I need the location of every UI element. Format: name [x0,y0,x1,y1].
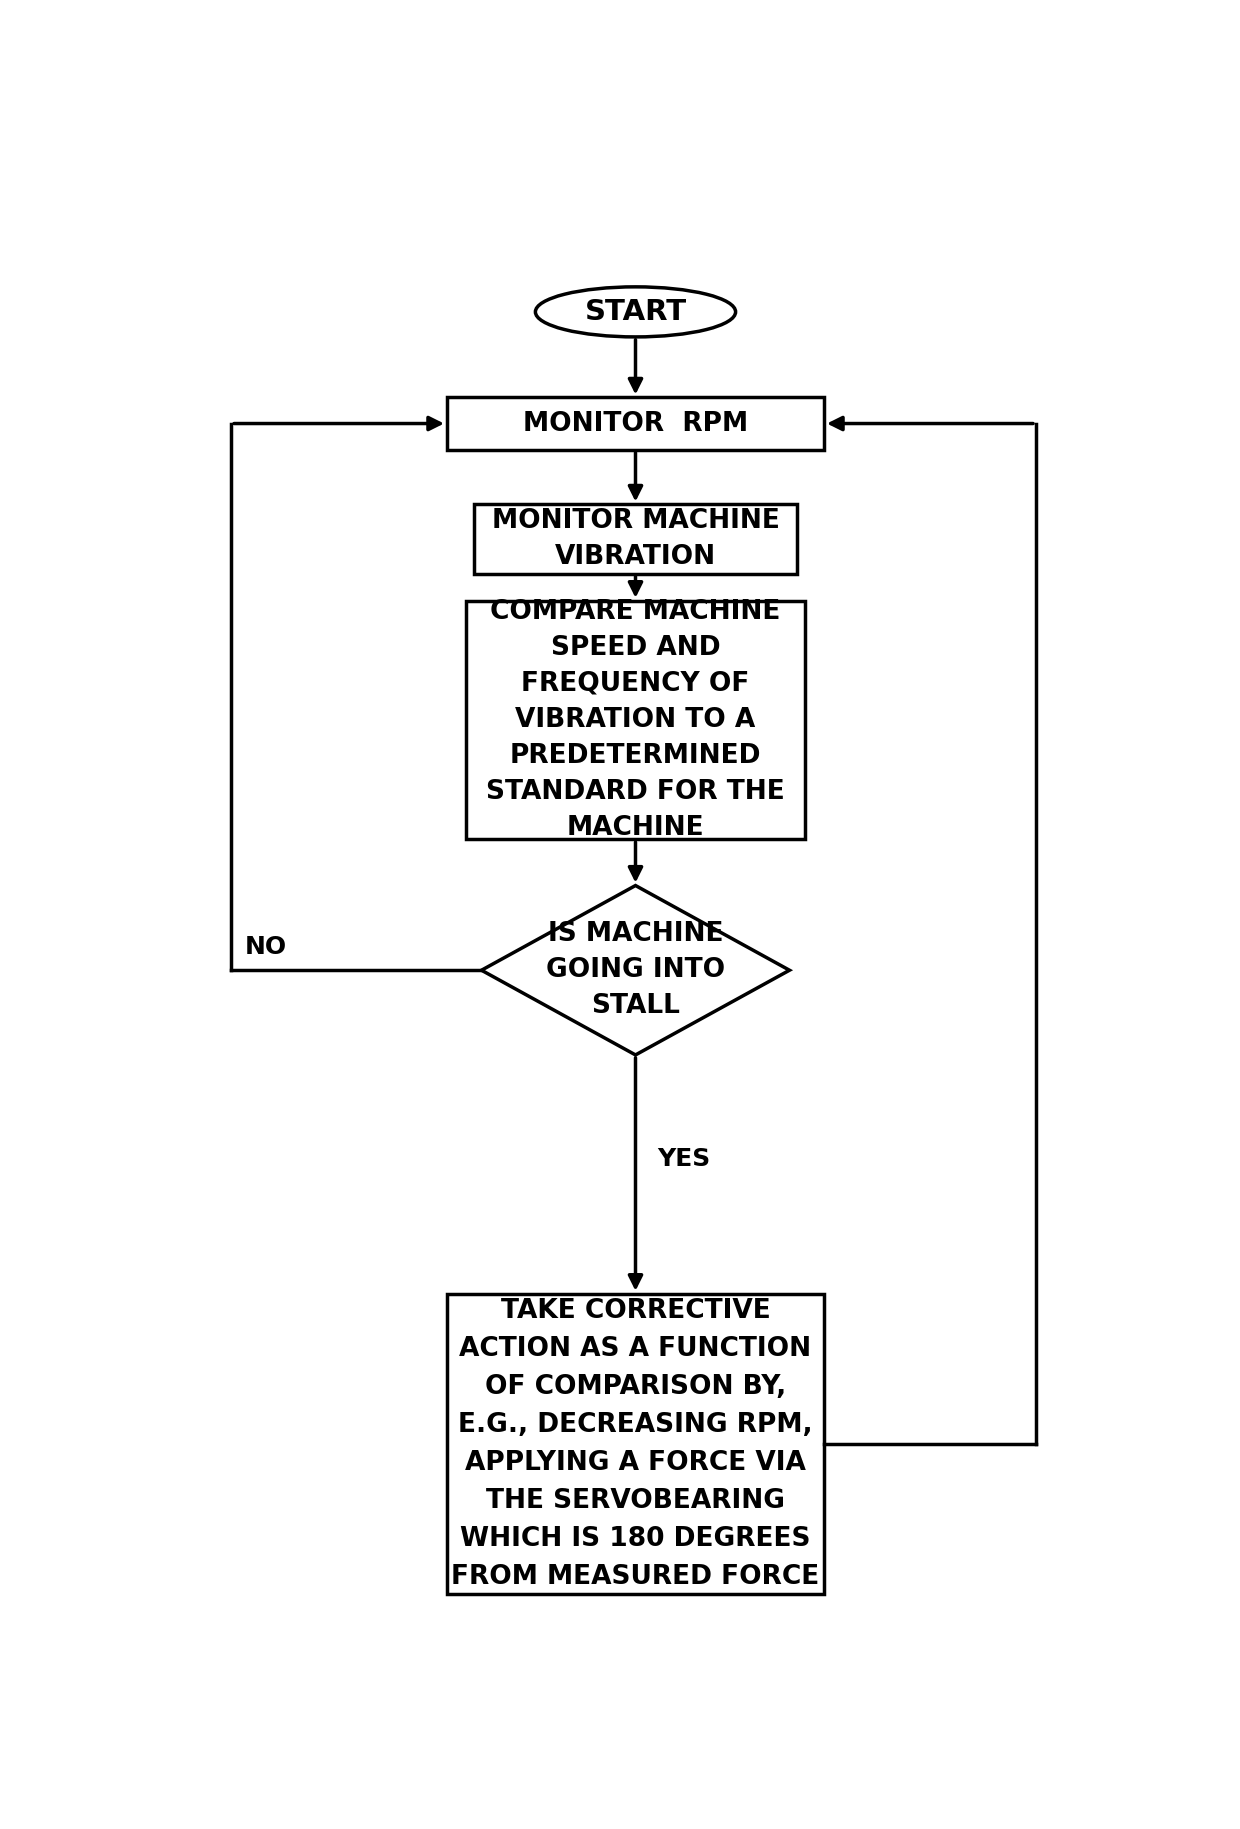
Text: YES: YES [657,1147,711,1171]
Text: TAKE CORRECTIVE
ACTION AS A FUNCTION
OF COMPARISON BY,
E.G., DECREASING RPM,
APP: TAKE CORRECTIVE ACTION AS A FUNCTION OF … [451,1299,820,1589]
Bar [446,397,825,450]
Bar [466,600,805,840]
Text: IS MACHINE
GOING INTO
STALL: IS MACHINE GOING INTO STALL [546,922,725,1019]
Polygon shape [481,885,790,1055]
Bar [446,1293,825,1593]
Text: COMPARE MACHINE
SPEED AND
FREQUENCY OF
VIBRATION TO A
PREDETERMINED
STANDARD FOR: COMPARE MACHINE SPEED AND FREQUENCY OF V… [486,598,785,841]
Text: MONITOR MACHINE
VIBRATION: MONITOR MACHINE VIBRATION [491,508,780,571]
Bar [474,505,797,574]
Text: NO: NO [246,935,288,958]
Text: MONITOR  RPM: MONITOR RPM [523,410,748,437]
Ellipse shape [536,287,735,337]
Text: START: START [584,298,687,326]
